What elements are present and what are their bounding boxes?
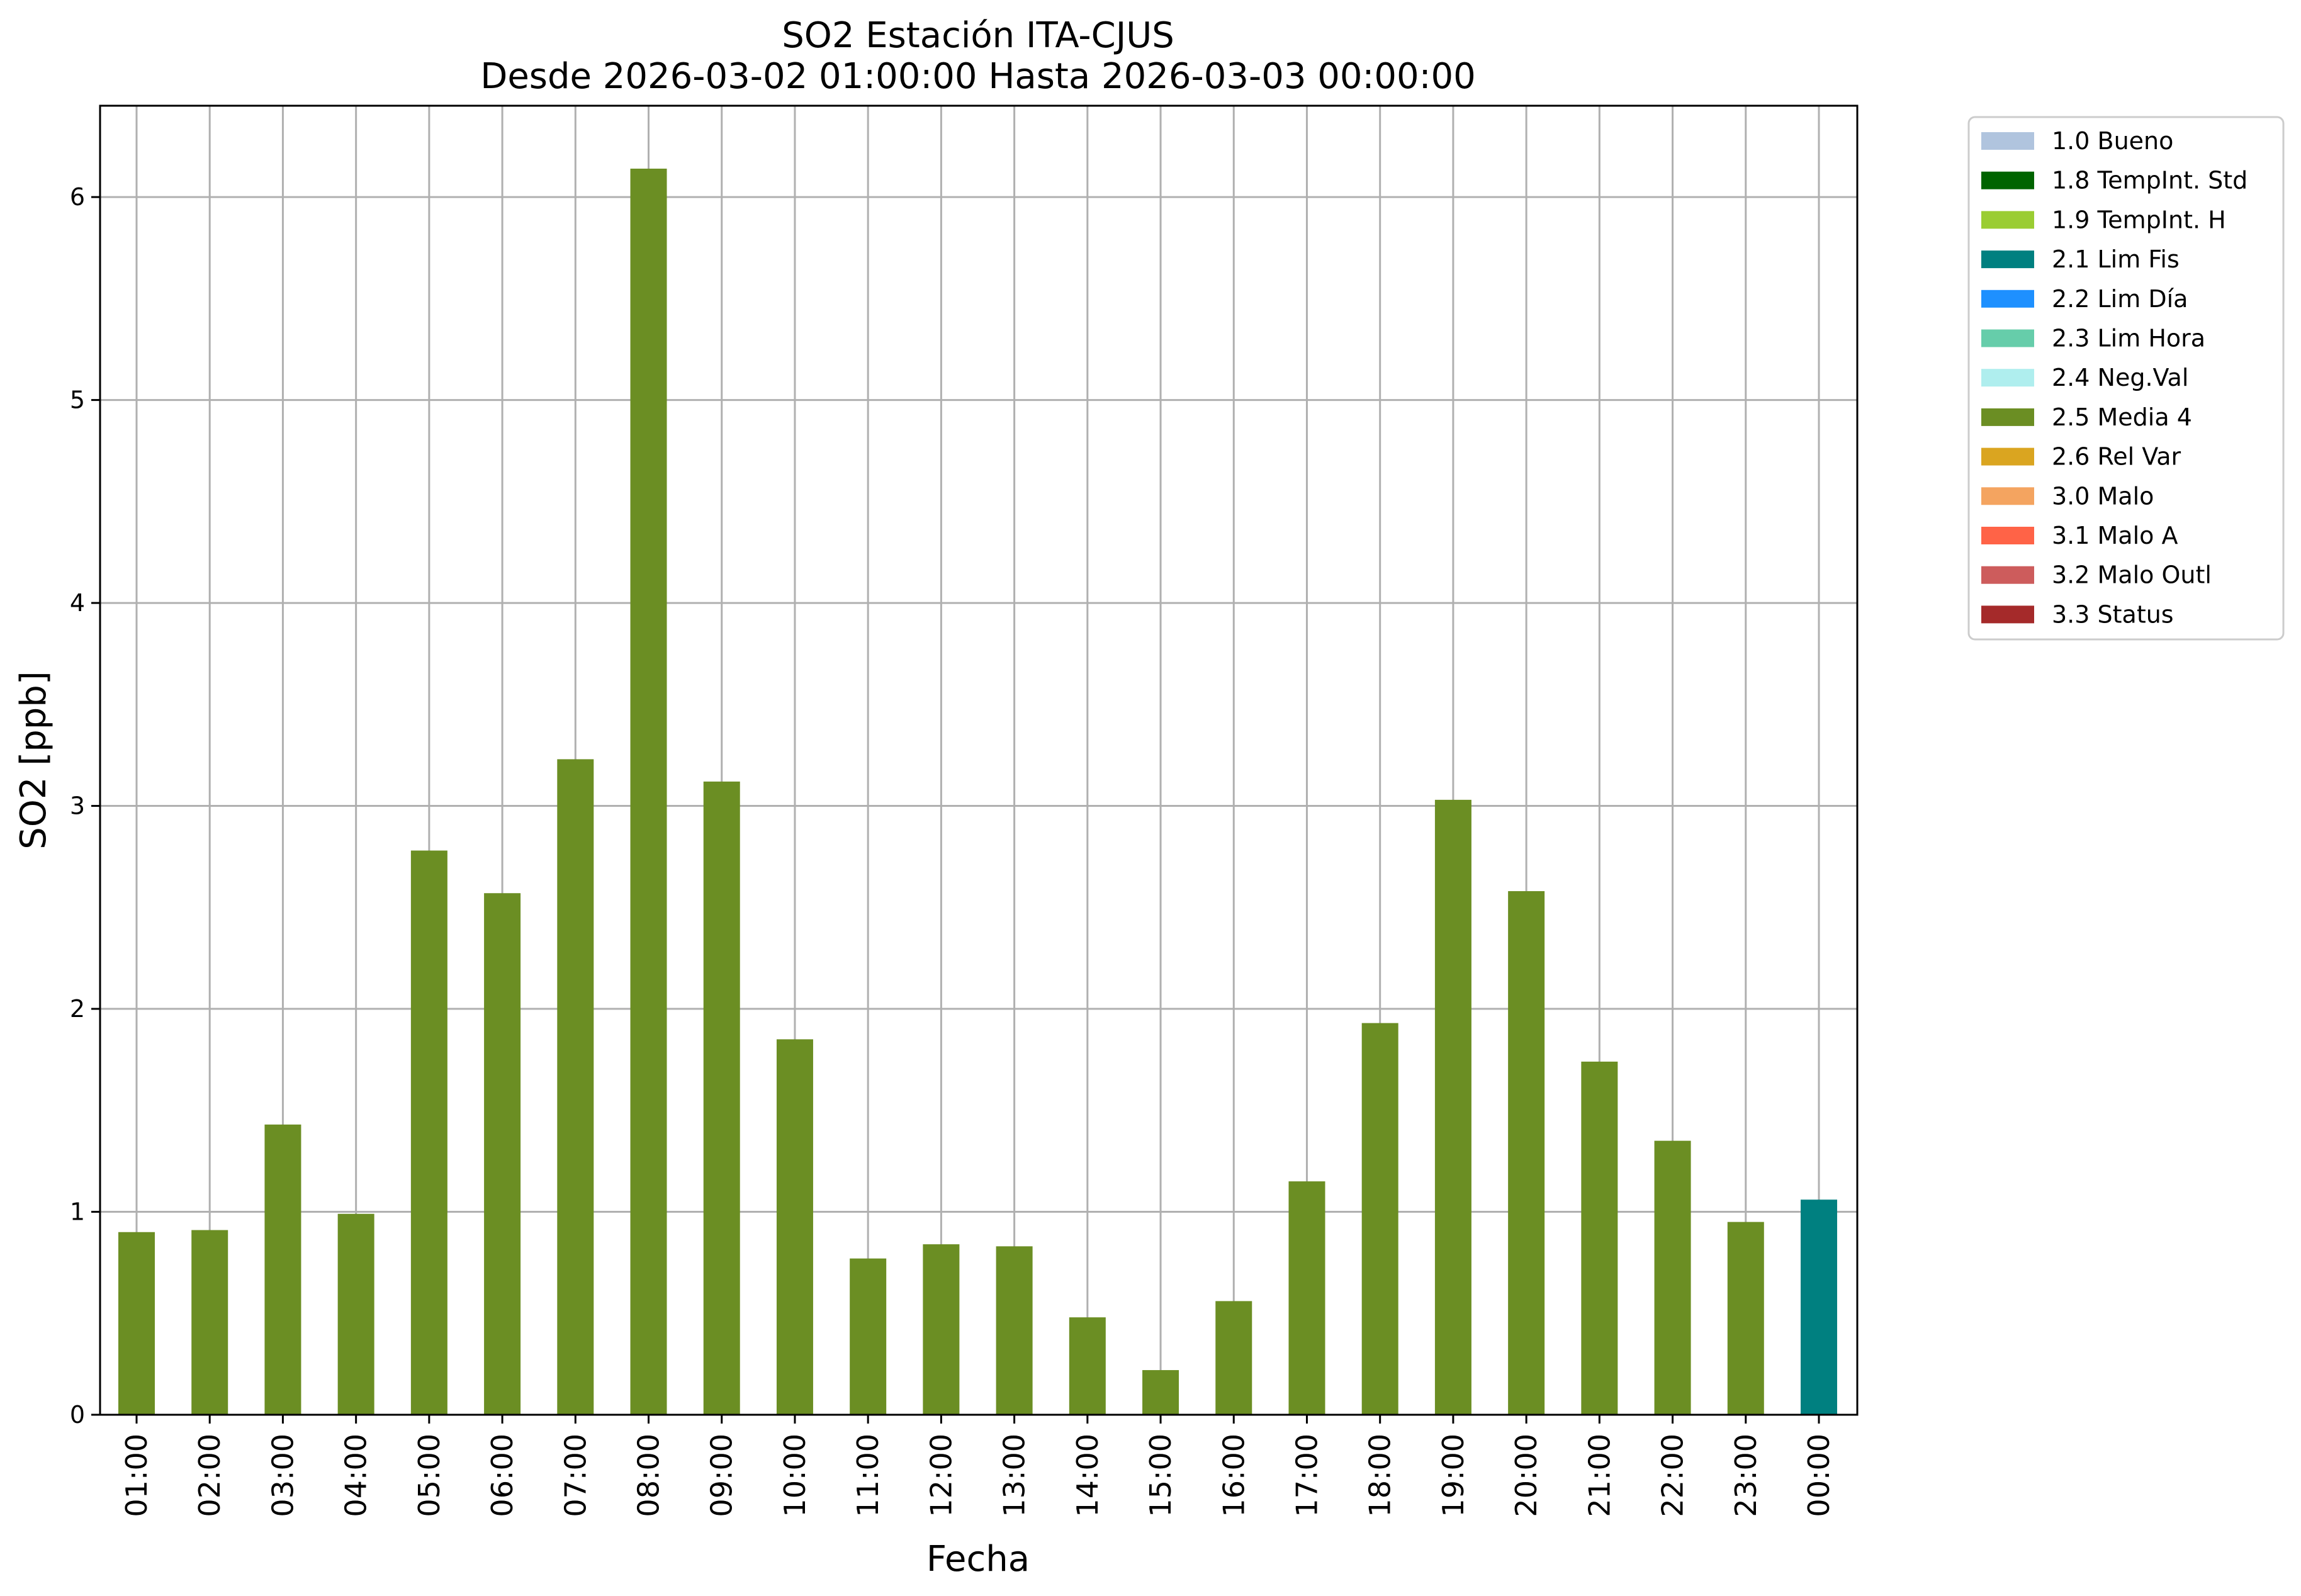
x-tick-label: 18:00 [1363,1434,1397,1517]
legend-label: 2.1 Lim Fis [2052,245,2180,273]
bar-1800 [1361,1023,1398,1415]
bar-1600 [1215,1301,1252,1415]
x-tick-label: 04:00 [339,1434,373,1517]
bar-2300 [1727,1222,1764,1415]
x-tick-label: 20:00 [1509,1434,1543,1517]
legend-label: 1.8 TempInt. Std [2052,167,2248,194]
bar-1200 [923,1244,960,1415]
legend-swatch [1981,527,2034,544]
bar-1400 [1069,1317,1106,1415]
bar-0100 [118,1232,155,1415]
legend-swatch [1981,566,2034,584]
x-tick-label: 09:00 [705,1434,739,1517]
legend-label: 3.2 Malo Outl [2052,561,2212,589]
bar-0400 [337,1213,374,1415]
y-tick-label: 1 [70,1198,85,1226]
x-tick-label: 10:00 [778,1434,812,1517]
x-tick-label: 15:00 [1144,1434,1178,1517]
legend-swatch [1981,329,2034,347]
bar-0900 [703,781,740,1415]
bar-1900 [1434,799,1471,1415]
x-tick-label: 13:00 [998,1434,1032,1517]
y-tick-label: 2 [70,995,85,1023]
y-tick-label: 0 [70,1401,85,1429]
legend-label: 2.6 Rel Var [2052,443,2181,471]
legend-swatch [1981,211,2034,229]
plot-area-frame [99,104,1859,1416]
legend-label: 2.5 Media 4 [2052,403,2192,431]
legend-label: 2.4 Neg.Val [2052,364,2188,391]
x-tick-label: 05:00 [412,1434,446,1517]
x-axis-ticks: 01:00 02:00 03:00 04:00 05:00 06:00 07:00 08:00… [120,1415,1836,1517]
bar-0300 [264,1124,301,1415]
x-axis-label: Fecha [926,1539,1030,1580]
bar-2100 [1581,1061,1618,1415]
bar-1100 [850,1258,887,1415]
x-tick-label: 02:00 [193,1434,227,1517]
x-tick-label: 06:00 [485,1434,519,1517]
bar-0600 [484,893,521,1415]
legend-label: 3.3 Status [2052,600,2174,628]
legend-swatch [1981,447,2034,466]
x-tick-label: 19:00 [1436,1434,1470,1517]
y-tick-label: 4 [70,589,85,617]
bar-0800 [630,168,667,1415]
bar-1300 [996,1246,1033,1415]
bars [118,168,1837,1415]
legend-swatch [1981,487,2034,505]
x-tick-label: 11:00 [851,1434,885,1517]
x-tick-label: 17:00 [1290,1434,1324,1517]
x-tick-label: 21:00 [1582,1434,1616,1517]
legend-label: 2.3 Lim Hora [2052,325,2205,352]
x-tick-label: 01:00 [120,1434,154,1517]
bar-0000 [1801,1200,1837,1415]
y-axis-ticks: 0 1 2 3 4 5 6 [70,183,100,1429]
legend-frame [1967,116,2285,641]
chart-title-line-2: Desde 2026-03-02 01:00:00 Hasta 2026-03-… [480,56,1476,97]
x-tick-label: 23:00 [1729,1434,1763,1517]
legend-swatch [1981,408,2034,426]
x-tick-label: 03:00 [266,1434,300,1517]
legend-label: 3.1 Malo A [2052,522,2178,549]
x-tick-label: 14:00 [1071,1434,1105,1517]
x-tick-label: 07:00 [558,1434,592,1517]
y-tick-label: 5 [70,386,85,414]
y-axis-label: SO2 [ppb] [13,671,54,849]
chart-title-line-1: SO2 Estación ITA-CJUS [782,15,1174,56]
legend-swatch [1981,132,2034,150]
bar-2200 [1654,1140,1691,1415]
legend-swatch [1981,289,2034,308]
x-tick-label: 22:00 [1656,1434,1690,1517]
x-tick-label: 16:00 [1217,1434,1251,1517]
legend-label: 3.0 Malo [2052,482,2154,510]
legend-label: 2.2 Lim Día [2052,285,2188,313]
legend-swatch [1981,605,2034,624]
legend-label: 1.0 Bueno [2052,127,2173,155]
x-tick-label: 00:00 [1802,1434,1836,1517]
legend-swatch [1981,250,2034,269]
bar-1500 [1142,1370,1179,1415]
legend-label: 1.9 TempInt. H [2052,206,2226,233]
bar-0700 [557,759,594,1415]
bar-0200 [191,1230,228,1415]
x-tick-label: 12:00 [924,1434,958,1517]
bar-2000 [1508,891,1545,1415]
bar-1000 [776,1039,813,1415]
bar-1700 [1288,1181,1325,1415]
legend: 1.0 Bueno 1.8 TempInt. Std 1.9 TempInt. H 2… [1967,116,2285,641]
y-tick-label: 6 [70,183,85,211]
legend-swatch [1981,171,2034,189]
legend-swatch [1981,369,2034,387]
y-tick-label: 3 [70,792,85,820]
bar-0500 [410,850,447,1415]
x-tick-label: 08:00 [632,1434,666,1517]
